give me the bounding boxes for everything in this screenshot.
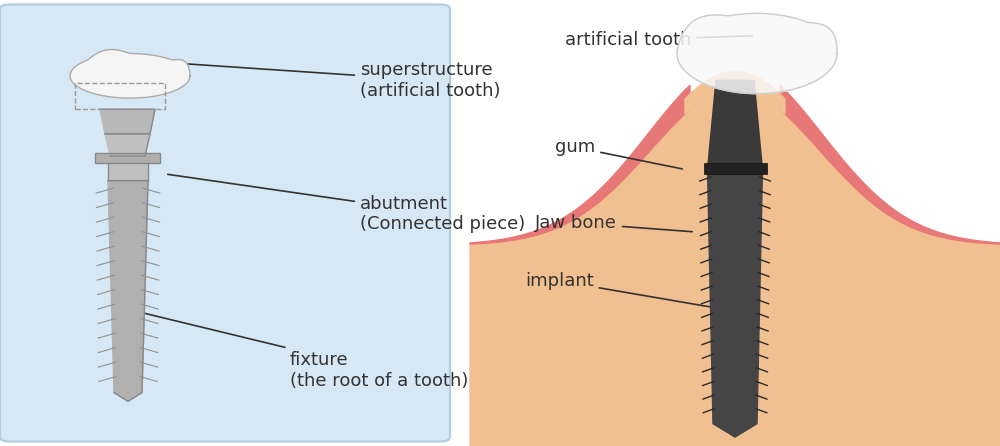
Text: abutment
(Connected piece): abutment (Connected piece) bbox=[168, 174, 525, 233]
FancyBboxPatch shape bbox=[95, 153, 160, 163]
Polygon shape bbox=[708, 169, 763, 437]
Text: fixture
(the root of a tooth): fixture (the root of a tooth) bbox=[143, 313, 468, 389]
FancyBboxPatch shape bbox=[108, 163, 148, 181]
FancyBboxPatch shape bbox=[0, 4, 450, 442]
Text: superstructure
(artificial tooth): superstructure (artificial tooth) bbox=[168, 61, 501, 99]
Polygon shape bbox=[105, 134, 150, 156]
Text: artificial tooth: artificial tooth bbox=[565, 31, 752, 49]
Text: Jaw bone: Jaw bone bbox=[535, 214, 692, 232]
Polygon shape bbox=[470, 89, 1000, 446]
Polygon shape bbox=[677, 13, 837, 94]
Polygon shape bbox=[108, 181, 148, 401]
Text: implant: implant bbox=[525, 272, 712, 307]
Polygon shape bbox=[100, 109, 155, 134]
Text: gum: gum bbox=[555, 138, 682, 169]
Polygon shape bbox=[470, 85, 690, 244]
Polygon shape bbox=[708, 80, 763, 169]
Polygon shape bbox=[780, 85, 1000, 244]
Polygon shape bbox=[685, 71, 785, 114]
FancyBboxPatch shape bbox=[704, 163, 767, 174]
Polygon shape bbox=[70, 50, 190, 98]
